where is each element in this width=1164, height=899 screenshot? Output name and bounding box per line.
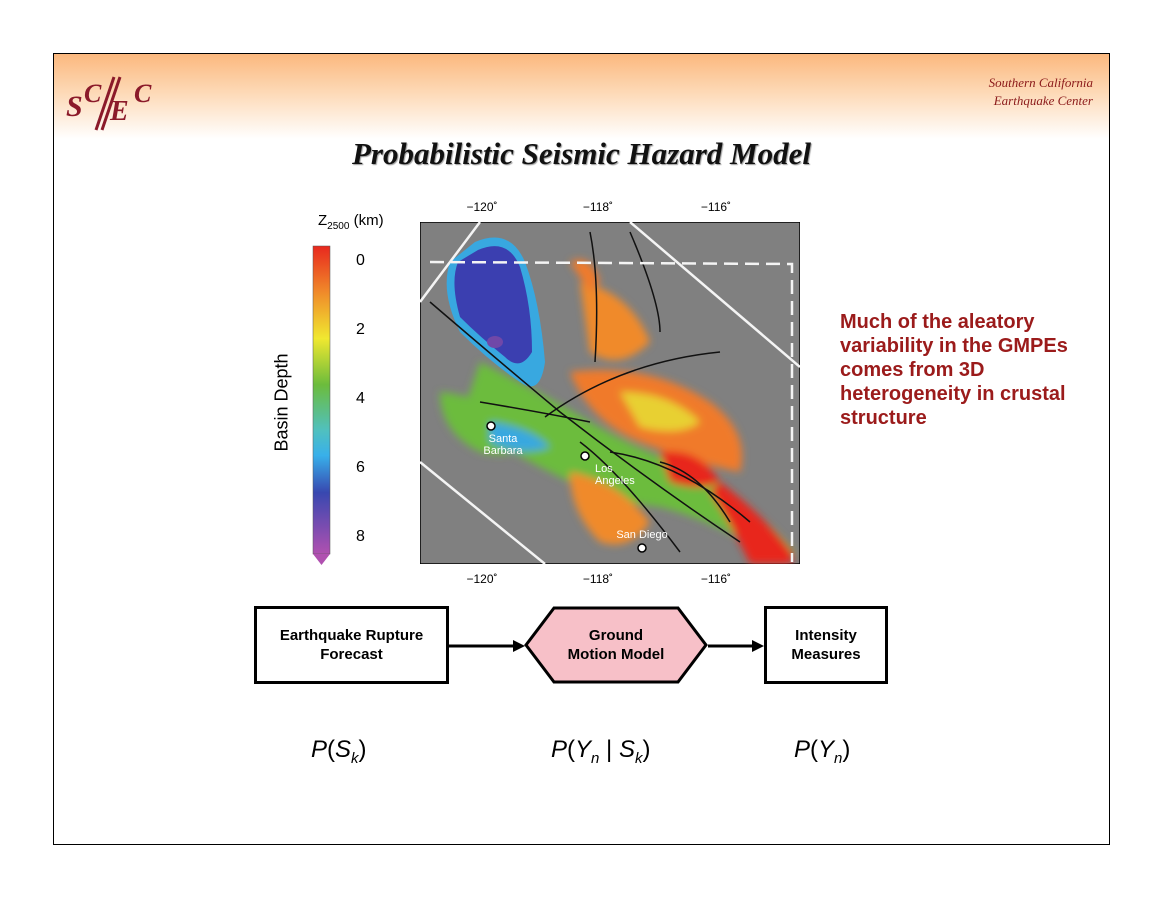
colorbar-tick-label: 0 (356, 252, 365, 269)
ground-motion-hexagon (524, 606, 708, 684)
scec-logo: S C E C (66, 76, 152, 131)
box3-line2: Measures (791, 646, 861, 663)
model-boundary-dashed (429, 260, 794, 562)
box3-line1: Intensity (795, 627, 857, 644)
header-banner (54, 54, 1109, 139)
formula-ground-motion: P(Yn | Sk) (551, 736, 651, 767)
box2-line1: Ground (588, 627, 644, 644)
city-label: Angeles (595, 475, 635, 487)
svg-text:C: C (134, 79, 152, 108)
colorbar-label: Basin Depth (271, 353, 292, 452)
longitude-tick-label: −118˚ (582, 572, 614, 586)
longitude-tick-label: −116˚ (700, 200, 732, 214)
intensity-measures-box: Intensity Measures (764, 606, 888, 684)
slide: S C E C Southern California Earthquake C… (53, 53, 1110, 845)
page-title: Probabilistic Seismic Hazard Model (352, 136, 811, 171)
city-label: Barbara (483, 445, 523, 457)
rupture-forecast-box: Earthquake Rupture Forecast (254, 606, 449, 684)
box1-line2: Forecast (320, 646, 383, 663)
colorbar-unit: Z2500 (km) (318, 212, 384, 232)
svg-text:C: C (84, 79, 102, 108)
formula-rupture: P(Sk) (311, 736, 367, 767)
formula-intensity: P(Yn) (794, 736, 851, 767)
org-line-2: Earthquake Center (993, 93, 1093, 108)
colorbar-tick-label: 8 (356, 528, 365, 545)
city-marker (580, 451, 590, 461)
longitude-tick-label: −120˚ (466, 200, 498, 214)
ground-motion-label: Ground Motion Model (524, 606, 708, 684)
org-line-1: Southern California (988, 75, 1093, 90)
colorbar (312, 245, 331, 565)
city-marker (486, 421, 496, 431)
svg-text:E: E (109, 96, 129, 127)
box2-line2: Motion Model (567, 646, 665, 663)
flow-arrows (449, 640, 764, 652)
city-marker (637, 543, 647, 553)
longitude-tick-label: −118˚ (582, 200, 614, 214)
org-name: Southern California Earthquake Center (989, 74, 1093, 110)
city-label: San Diego (616, 529, 667, 541)
longitude-tick-label: −120˚ (466, 572, 498, 586)
note-text: Much of the aleatory variability in the … (840, 311, 1068, 429)
colorbar-tick-label: 6 (356, 459, 365, 476)
colorbar-tick-label: 2 (356, 321, 365, 338)
longitude-tick-label: −116˚ (700, 572, 732, 586)
svg-text:S: S (66, 90, 83, 123)
box1-line1: Earthquake Rupture (279, 627, 424, 644)
colorbar-tick-label: 4 (356, 390, 365, 407)
city-label: Los (595, 463, 613, 475)
city-label: Santa (489, 433, 519, 445)
